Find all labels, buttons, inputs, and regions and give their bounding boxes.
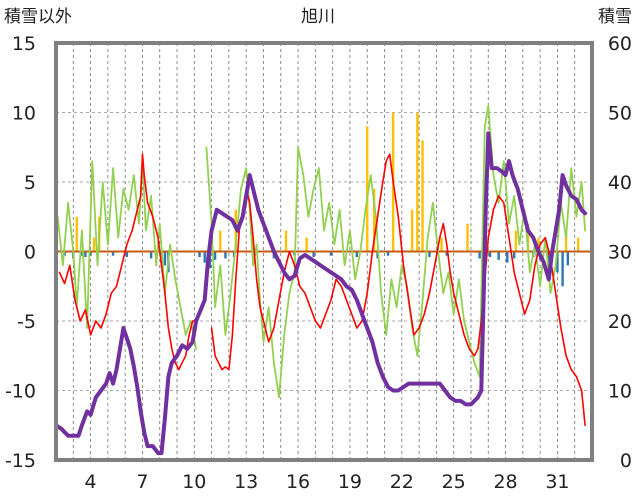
left-tick-labels: 15 10 5 0 -5 -10 -15 xyxy=(5,33,36,472)
blue-bar xyxy=(125,251,129,258)
right-tick-label: 10 xyxy=(608,381,632,403)
left-tick-label: 15 xyxy=(12,33,36,55)
orange-bar xyxy=(75,216,78,252)
x-tick-label: 25 xyxy=(442,471,466,493)
blue-bar xyxy=(506,251,509,263)
temperature-line xyxy=(58,153,197,371)
blue-bar xyxy=(329,251,333,256)
green-series-line xyxy=(56,160,197,350)
x-tick-label: 10 xyxy=(182,471,206,493)
left-axis-label: 積雪以外 xyxy=(4,7,72,27)
x-tick-label: 31 xyxy=(545,471,569,493)
x-tick-label: 13 xyxy=(234,471,258,493)
orange-bar xyxy=(416,112,419,252)
blue-bar xyxy=(203,251,206,263)
blue-bar xyxy=(512,251,516,259)
left-tick-label: -10 xyxy=(5,381,36,403)
blue-bar xyxy=(428,251,431,258)
orange-bar xyxy=(576,237,580,252)
orange-bar xyxy=(466,223,469,252)
orange-bar xyxy=(526,223,530,252)
blue-bar xyxy=(80,251,84,256)
blue-bar xyxy=(355,251,359,258)
orange-bar xyxy=(537,237,540,252)
blue-bar xyxy=(84,251,87,258)
blue-bar xyxy=(488,251,492,258)
blue-bar xyxy=(198,251,201,258)
x-tick-label: 22 xyxy=(390,471,414,493)
orange-bar xyxy=(284,230,288,252)
right-axis-label: 積雪 xyxy=(598,7,632,27)
blue-bar xyxy=(497,251,500,260)
blue-bar xyxy=(386,251,390,256)
blue-bar xyxy=(149,251,153,259)
right-tick-label: 0 xyxy=(620,450,632,472)
blue-bar xyxy=(111,251,115,256)
right-tick-labels: 60 50 40 30 20 10 0 xyxy=(608,33,632,472)
blue-bar xyxy=(556,251,559,273)
orange-bar xyxy=(372,188,376,252)
left-tick-label: -15 xyxy=(5,450,36,472)
left-tick-label: -5 xyxy=(17,311,36,333)
orange-bar xyxy=(440,237,443,252)
left-tick-label: 0 xyxy=(24,242,36,264)
right-tick-label: 40 xyxy=(608,172,632,194)
blue-bar xyxy=(312,251,315,258)
left-tick-label: 10 xyxy=(12,103,36,125)
blue-bar xyxy=(547,251,550,266)
x-tick-label: 4 xyxy=(85,471,97,493)
right-tick-label: 30 xyxy=(608,242,632,264)
temperature-line xyxy=(210,153,586,427)
blue-bar xyxy=(89,251,92,256)
green-series-line xyxy=(205,104,586,399)
right-tick-label: 60 xyxy=(608,33,632,55)
snow-depth-line xyxy=(54,131,588,456)
right-tick-label: 50 xyxy=(608,103,632,125)
orange-bar xyxy=(366,126,369,252)
orange-bar xyxy=(514,230,518,252)
blue-bar xyxy=(224,251,227,259)
blue-bar xyxy=(163,251,167,266)
blue-bar xyxy=(566,251,569,266)
blue-bars xyxy=(63,251,569,287)
orange-bar xyxy=(410,209,414,252)
orange-bar xyxy=(564,230,568,252)
x-tick-label: 7 xyxy=(136,471,148,493)
x-tick-label: 16 xyxy=(286,471,310,493)
orange-bar xyxy=(421,140,424,252)
right-tick-label: 20 xyxy=(608,311,632,333)
orange-bar xyxy=(92,237,96,252)
plot-frame xyxy=(54,41,594,462)
orange-bar xyxy=(305,237,308,252)
left-tick-label: 5 xyxy=(24,172,36,194)
chart-title: 旭川 xyxy=(301,7,335,27)
orange-bar xyxy=(219,230,222,252)
blue-bar xyxy=(445,251,448,256)
series-lines xyxy=(54,104,588,456)
x-tick-labels: 4 7 10 13 16 19 22 25 28 31 xyxy=(85,471,570,493)
blue-bar xyxy=(213,251,217,260)
x-tick-label: 19 xyxy=(338,471,362,493)
blue-bar xyxy=(478,251,481,259)
x-tick-label: 28 xyxy=(493,471,517,493)
blue-bar xyxy=(561,251,564,287)
